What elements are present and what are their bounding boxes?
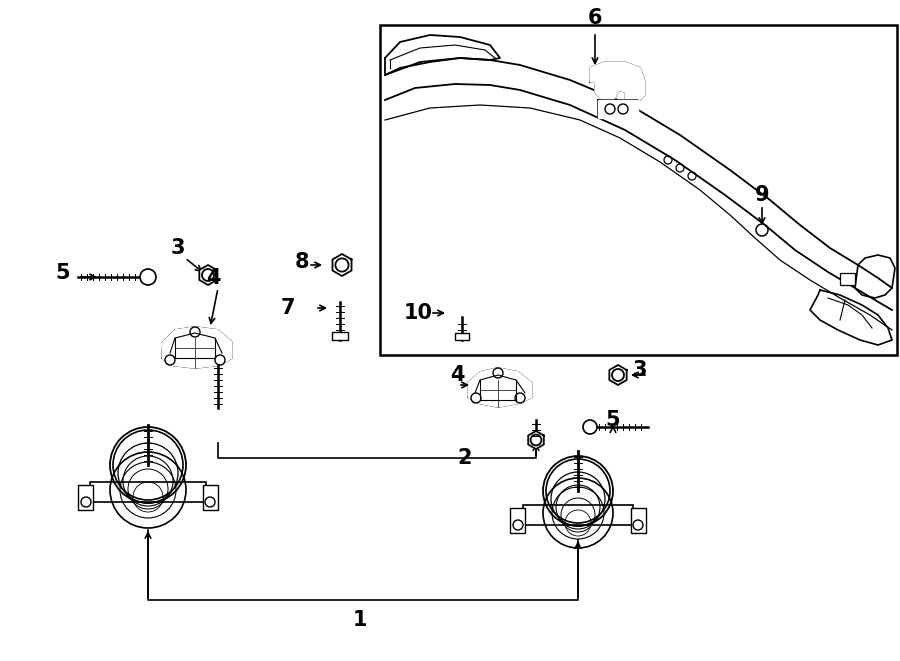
Polygon shape xyxy=(590,62,645,103)
Text: 3: 3 xyxy=(633,360,647,380)
Text: 6: 6 xyxy=(588,8,602,28)
Polygon shape xyxy=(468,368,532,407)
Text: 1: 1 xyxy=(353,610,367,630)
Bar xyxy=(631,508,646,533)
Text: 7: 7 xyxy=(281,298,295,318)
Polygon shape xyxy=(199,265,217,285)
Text: 5: 5 xyxy=(56,263,70,283)
Text: 2: 2 xyxy=(458,448,473,468)
Polygon shape xyxy=(855,255,895,298)
Circle shape xyxy=(583,420,597,434)
Text: 9: 9 xyxy=(755,185,770,205)
Polygon shape xyxy=(528,431,544,449)
Bar xyxy=(510,508,525,533)
Text: 5: 5 xyxy=(606,410,620,430)
Text: 10: 10 xyxy=(403,303,433,323)
Polygon shape xyxy=(162,327,232,368)
Text: 4: 4 xyxy=(450,365,464,385)
Text: 3: 3 xyxy=(171,238,185,258)
Circle shape xyxy=(140,269,156,285)
Bar xyxy=(380,25,897,355)
Bar xyxy=(455,333,469,340)
Circle shape xyxy=(543,478,613,548)
Polygon shape xyxy=(332,254,352,276)
Text: 4: 4 xyxy=(206,268,220,288)
Bar xyxy=(203,485,218,510)
Bar xyxy=(332,332,348,340)
Polygon shape xyxy=(609,365,626,385)
Polygon shape xyxy=(810,290,892,345)
Circle shape xyxy=(110,452,186,528)
Bar xyxy=(78,485,93,510)
Bar xyxy=(523,505,633,525)
Bar xyxy=(840,273,855,285)
Bar xyxy=(90,482,206,502)
Polygon shape xyxy=(385,35,500,75)
Text: 8: 8 xyxy=(295,252,310,272)
Polygon shape xyxy=(598,100,638,118)
